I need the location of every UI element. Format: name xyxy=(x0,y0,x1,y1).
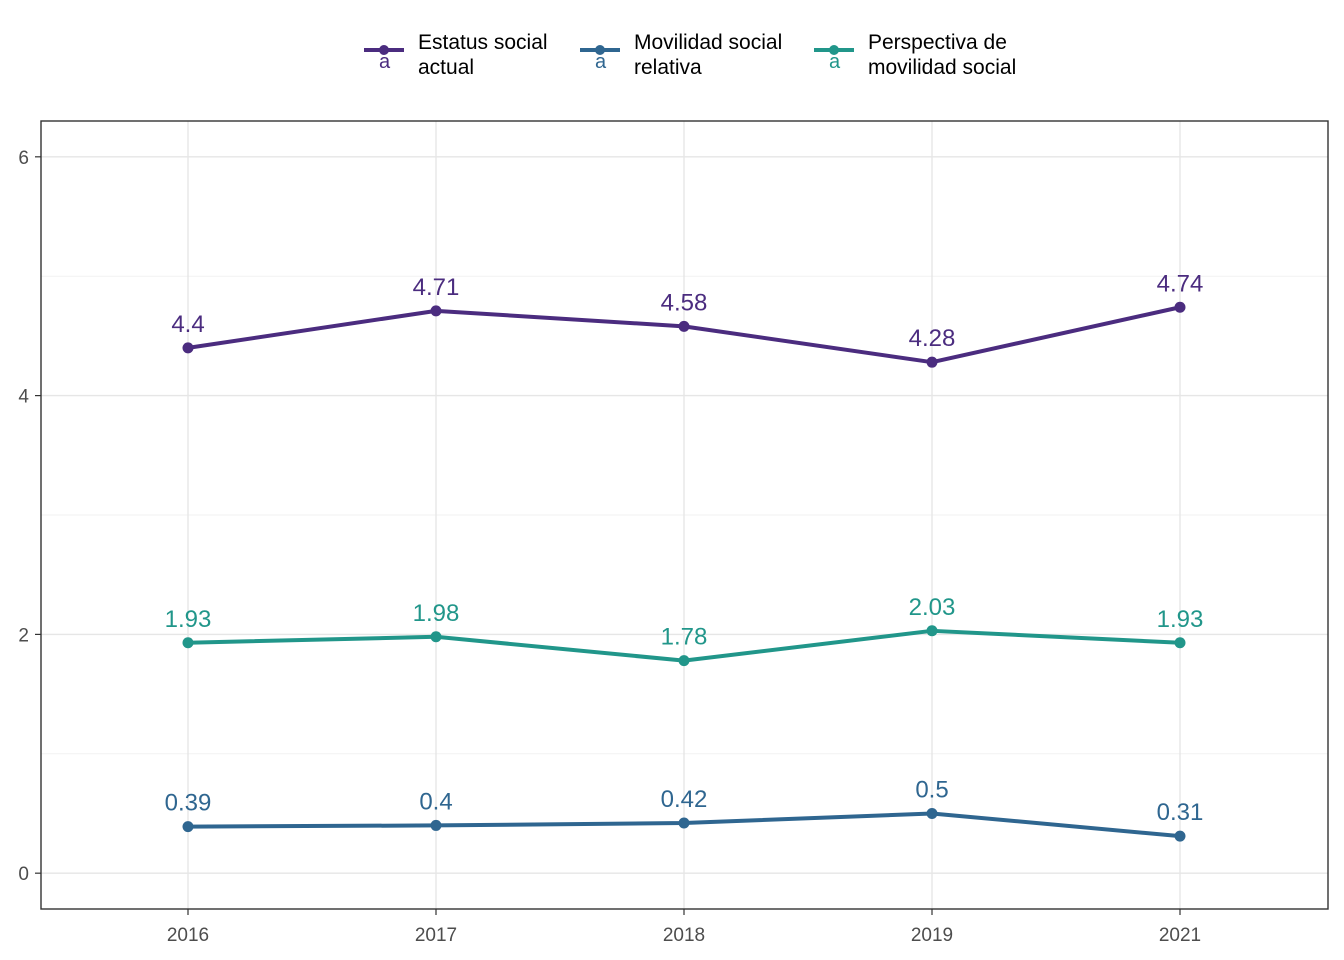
data-label: 0.39 xyxy=(165,790,212,817)
data-label: 0.4 xyxy=(419,788,452,815)
data-point xyxy=(182,342,194,354)
legend-key-estatus: a xyxy=(364,45,404,70)
data-point xyxy=(678,320,690,332)
legend-label-movilidad: Movilidad social relativa xyxy=(634,31,783,79)
data-label: 0.31 xyxy=(1157,799,1204,826)
data-label: 4.71 xyxy=(413,274,460,301)
data-point xyxy=(430,305,442,317)
data-label: 1.98 xyxy=(413,600,460,627)
data-point xyxy=(678,817,690,829)
data-label: 1.78 xyxy=(661,624,708,651)
data-label: 4.74 xyxy=(1157,270,1204,297)
data-point xyxy=(678,655,690,667)
data-point xyxy=(430,819,442,831)
data-point xyxy=(430,631,442,643)
data-label: 0.42 xyxy=(661,786,708,813)
data-label: 1.93 xyxy=(1157,606,1204,633)
svg-text:a: a xyxy=(829,51,841,70)
data-label: 4.4 xyxy=(171,311,204,338)
x-tick-label: 2019 xyxy=(911,925,953,946)
data-point xyxy=(926,356,938,368)
y-tick-label: 4 xyxy=(18,387,29,408)
data-point xyxy=(926,807,938,819)
y-tick-label: 2 xyxy=(18,625,29,646)
chart-legend: a Estatus social actual a Movilidad soci… xyxy=(0,28,1344,84)
x-tick-label: 2016 xyxy=(167,925,209,946)
data-point xyxy=(1174,301,1186,313)
legend-key-perspectiva: a xyxy=(814,45,854,70)
legend-key-movilidad: a xyxy=(580,45,620,70)
legend-label-estatus: Estatus social actual xyxy=(418,31,548,79)
y-tick-label: 6 xyxy=(18,148,29,169)
data-label: 1.93 xyxy=(165,606,212,633)
svg-text:a: a xyxy=(379,51,391,70)
x-tick-label: 2021 xyxy=(1159,925,1201,946)
legend-label-perspectiva: Perspectiva de movilidad social xyxy=(868,31,1017,79)
data-label: 4.58 xyxy=(661,289,708,316)
data-point xyxy=(1174,637,1186,649)
x-tick-label: 2017 xyxy=(415,925,457,946)
svg-text:a: a xyxy=(595,51,607,70)
data-point xyxy=(1174,830,1186,842)
data-point xyxy=(182,821,194,833)
panel-border xyxy=(40,120,1329,910)
x-tick-label: 2018 xyxy=(663,925,705,946)
y-tick-label: 0 xyxy=(18,864,29,885)
data-label: 0.5 xyxy=(915,776,948,803)
data-point xyxy=(926,625,938,637)
data-label: 4.28 xyxy=(909,325,956,352)
data-point xyxy=(182,637,194,649)
data-label: 2.03 xyxy=(909,594,956,621)
